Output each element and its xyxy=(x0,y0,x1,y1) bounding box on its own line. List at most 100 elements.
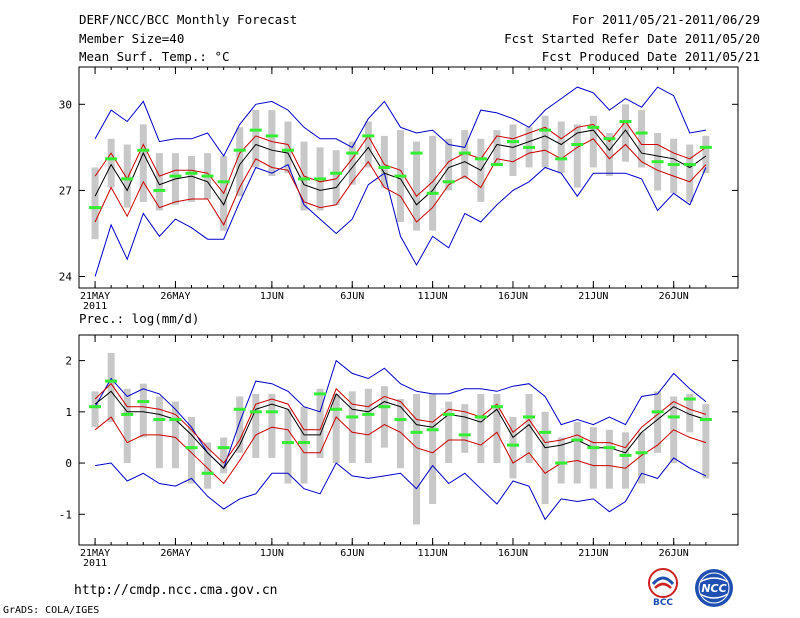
prec-median-mark xyxy=(153,418,166,422)
forecast-refer-date: Fcst Started Refer Date 2011/05/20 xyxy=(504,31,760,46)
temp-spread-bar xyxy=(541,115,549,168)
prec-median-mark xyxy=(185,446,198,450)
temp-spread-bar xyxy=(413,141,421,231)
prec-median-mark xyxy=(506,443,519,447)
prec-plot-frame xyxy=(78,334,739,546)
prec-median-mark xyxy=(603,446,616,450)
temp-median-mark xyxy=(298,177,311,181)
prec-spread-bar xyxy=(380,386,388,448)
prec-spread-bar xyxy=(477,393,485,464)
temp-spread-bar xyxy=(155,153,163,211)
temp-median-mark xyxy=(619,120,632,124)
prec-median-mark xyxy=(619,453,632,457)
prec-median-mark xyxy=(587,446,600,450)
source-url[interactable]: http://cmdp.ncc.cma.gov.cn xyxy=(74,583,278,598)
prec-spread-bar xyxy=(589,427,597,489)
prec-median-mark xyxy=(651,410,664,414)
bcc-logo-text: BCC xyxy=(653,598,673,606)
prec-spread-bar xyxy=(541,411,549,505)
temp-x-tick-label: 1JUN xyxy=(260,291,284,302)
temp-median-mark xyxy=(603,137,616,141)
prec-median-mark xyxy=(490,405,503,409)
prec-spread-bar xyxy=(91,391,99,428)
bcc-logo: BCC xyxy=(636,566,690,608)
temp-median-mark xyxy=(105,157,118,161)
temp-spread-bar xyxy=(364,121,372,168)
prec-median-mark xyxy=(298,441,311,445)
temp-spread-bar xyxy=(589,115,597,168)
temp-median-mark xyxy=(121,177,134,181)
prec-x-tick-label: 11JUN xyxy=(418,548,448,559)
temp-spread-bar xyxy=(348,141,356,185)
temp-median-mark xyxy=(314,177,327,181)
temp-median-mark xyxy=(474,157,487,161)
temp-median-mark xyxy=(426,191,439,195)
prec-spread-bar xyxy=(107,352,115,423)
prec-median-mark xyxy=(121,412,134,416)
temp-x-tick-label: 21JUN xyxy=(578,291,608,302)
temp-series-lower-band xyxy=(94,138,707,226)
temp-median-mark xyxy=(137,148,150,152)
temp-median-mark xyxy=(169,174,182,178)
temp-median-mark xyxy=(571,142,584,146)
prec-median-mark xyxy=(458,433,471,437)
temp-series-ensemble-mean xyxy=(94,129,707,206)
prec-median-mark xyxy=(635,451,648,455)
prec-spread-bar xyxy=(686,393,694,433)
prec-spread-bar xyxy=(525,393,533,464)
prec-median-mark xyxy=(539,430,552,434)
prec-series-min xyxy=(95,457,707,521)
prec-spread-bar xyxy=(413,393,421,525)
temp-median-mark xyxy=(249,128,262,132)
prec-median-mark xyxy=(249,410,262,414)
temp-spread-bar xyxy=(252,110,260,168)
prec-x-tick-label: 21JUN xyxy=(578,548,608,559)
temp-median-mark xyxy=(683,163,696,167)
prec-median-mark xyxy=(89,405,102,409)
precipitation-panel: 21MAY 26MAY 1JUN 6JUN 11JUN 16JUN 21JUN 26JUN20… xyxy=(59,311,739,569)
temp-y-tick-label: 30 xyxy=(59,98,72,111)
prec-spread-bar xyxy=(445,401,453,464)
prec-x-tick-label: 26MAY xyxy=(160,548,190,559)
temp-y-tick-label: 27 xyxy=(59,184,72,197)
prec-y-tick-label: -1 xyxy=(59,508,72,521)
forecast-produced-date: Fcst Produced Date 2011/05/21 xyxy=(541,49,760,64)
prec-y-tick-label: 0 xyxy=(65,457,72,470)
prec-spread-bar xyxy=(605,429,613,489)
temp-median-mark xyxy=(410,151,423,155)
temp-median-mark xyxy=(330,171,343,175)
prec-spread-bar xyxy=(188,416,196,484)
temp-median-mark xyxy=(89,206,102,210)
temp-spread-bar xyxy=(236,127,244,197)
temp-series-upper-band xyxy=(94,120,707,197)
temp-x-tick-label: 16JUN xyxy=(498,291,528,302)
temp-median-mark xyxy=(587,125,600,129)
temp-median-mark xyxy=(651,160,664,164)
prec-median-mark xyxy=(265,410,278,414)
prec-median-mark xyxy=(571,438,584,442)
prec-median-mark xyxy=(330,407,343,411)
prec-median-mark xyxy=(346,415,359,419)
temp-median-mark xyxy=(233,148,246,152)
prec-spread-bar xyxy=(638,432,646,484)
prec-spread-bar xyxy=(252,393,260,458)
temp-y-tick-label: 24 xyxy=(59,271,73,284)
prec-y-tick-label: 2 xyxy=(65,355,72,368)
prec-median-mark xyxy=(667,415,680,419)
temp-spread-bar xyxy=(188,155,196,202)
temp-median-mark xyxy=(490,163,503,167)
prec-median-mark xyxy=(394,418,407,422)
prec-median-mark xyxy=(314,392,327,396)
temp-spread-bar xyxy=(445,138,453,191)
temp-x-tick-label: 26MAY xyxy=(160,291,190,302)
temp-spread-bar xyxy=(621,104,629,162)
temp-median-mark xyxy=(217,180,230,184)
prec-spread-bar xyxy=(509,416,517,479)
prec-median-mark xyxy=(201,471,214,475)
temp-x-tick-label: 21MAY xyxy=(80,291,110,302)
temperature-panel: 21MAY 26MAY 1JUN 6JUN 11JUN 16JUN 21JUN 26JUN 20… xyxy=(59,66,739,312)
prec-spread-bar xyxy=(396,399,404,469)
temp-x-tick-label: 11JUN xyxy=(418,291,448,302)
prec-spread-bar xyxy=(236,396,244,453)
